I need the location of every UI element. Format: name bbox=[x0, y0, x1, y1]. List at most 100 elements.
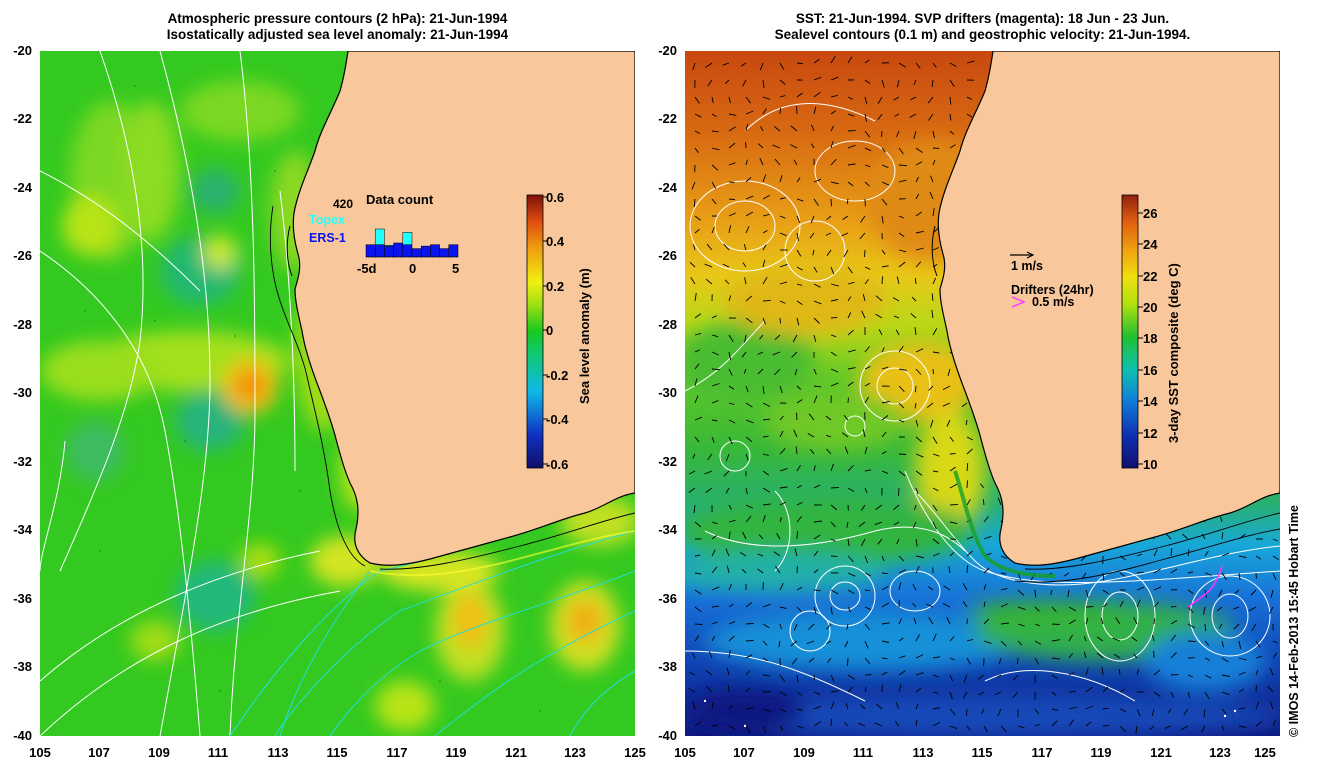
lat-label: -30 bbox=[658, 385, 677, 400]
sst-tick: 26 bbox=[1143, 206, 1158, 221]
sst-tick: 16 bbox=[1143, 363, 1158, 378]
lon-label: 117 bbox=[1031, 745, 1053, 760]
velocity-scale-label: 1 m/s bbox=[1011, 259, 1043, 273]
lon-label: 113 bbox=[267, 745, 289, 760]
lon-label: 125 bbox=[1254, 745, 1276, 760]
lon-label: 119 bbox=[1090, 745, 1112, 760]
lon-label: 115 bbox=[326, 745, 348, 760]
sla-tick: 0 bbox=[546, 323, 554, 338]
sla-tick: 0.2 bbox=[546, 279, 565, 294]
sea-level-anomaly-map[interactable]: Data count 420 Topex ERS-1 -5d 0 5 0.6 0… bbox=[40, 51, 635, 736]
lat-label: -34 bbox=[658, 522, 677, 537]
sla-tick: 0.6 bbox=[546, 190, 565, 205]
data-count-tick-neg5: -5d bbox=[357, 261, 377, 276]
lon-label: 115 bbox=[971, 745, 993, 760]
left-title-line2: Isostatically adjusted sea level anomaly… bbox=[166, 27, 509, 42]
sla-tick: -0.2 bbox=[546, 368, 569, 383]
land-australia bbox=[269, 51, 635, 577]
ers1-count-bar bbox=[384, 245, 394, 258]
sla-colorbar bbox=[526, 194, 548, 469]
lat-label: -36 bbox=[13, 591, 32, 606]
lat-label: -24 bbox=[658, 180, 677, 195]
lat-label: -24 bbox=[13, 180, 32, 195]
sst-tick: 18 bbox=[1143, 331, 1158, 346]
lon-label: 123 bbox=[1209, 745, 1231, 760]
sla-colorbar-label: Sea level anomaly (m) bbox=[577, 268, 592, 404]
ers1-count-bar bbox=[365, 244, 376, 258]
topex-count-bar bbox=[374, 228, 385, 245]
sla-tick: 0.4 bbox=[546, 234, 565, 249]
lat-label: -22 bbox=[658, 111, 677, 126]
sst-tick: 20 bbox=[1143, 300, 1158, 315]
topex-count-bar bbox=[402, 232, 413, 245]
ers1-count-bar bbox=[420, 245, 431, 258]
imos-credit: © IMOS 14-Feb-2013 15:45 Hobart Time bbox=[1287, 505, 1301, 737]
ers1-count-bar bbox=[393, 242, 404, 258]
lon-label: 123 bbox=[564, 745, 586, 760]
sla-tick: -0.4 bbox=[546, 412, 569, 427]
lat-label: -28 bbox=[13, 317, 32, 332]
lat-label: -22 bbox=[13, 111, 32, 126]
lon-label: 117 bbox=[386, 745, 408, 760]
left-title-line1: Atmospheric pressure contours (2 hPa): 2… bbox=[167, 11, 508, 26]
lat-label: -38 bbox=[13, 659, 32, 674]
lon-label: 121 bbox=[505, 745, 527, 760]
sealevel-contours bbox=[685, 103, 1280, 702]
lon-label: 119 bbox=[445, 745, 467, 760]
topex-count-bar bbox=[384, 244, 394, 247]
ers1-count-bar bbox=[402, 244, 413, 258]
lat-label: -26 bbox=[658, 248, 677, 263]
lon-label: 107 bbox=[88, 745, 110, 760]
right-title-line2: Sealevel contours (0.1 m) and geostrophi… bbox=[774, 27, 1191, 42]
lon-label: 113 bbox=[912, 745, 934, 760]
lat-label: -20 bbox=[13, 43, 32, 58]
right-title-line1: SST: 21-Jun-1994. SVP drifters (magenta)… bbox=[795, 11, 1170, 26]
sst-map[interactable]: 1 m/s Drifters (24hr) 0.5 m/s 26 24 22 2… bbox=[685, 51, 1280, 736]
drifter-tracks bbox=[1187, 565, 1223, 608]
lat-label: -36 bbox=[658, 591, 677, 606]
data-count-tick-0: 0 bbox=[409, 261, 417, 276]
lon-label: 125 bbox=[624, 745, 646, 760]
lon-label: 111 bbox=[207, 745, 229, 760]
lat-label: -20 bbox=[658, 43, 677, 58]
ers1-count-bar bbox=[439, 248, 450, 258]
lon-label: 111 bbox=[852, 745, 874, 760]
ers1-count-bar bbox=[411, 248, 422, 258]
data-count-tick-5: 5 bbox=[452, 261, 460, 276]
drifters-legend-title: Drifters (24hr) bbox=[1011, 283, 1094, 297]
lat-label: -32 bbox=[13, 454, 32, 469]
ers1-count-bar bbox=[430, 244, 440, 258]
lat-label: -28 bbox=[658, 317, 677, 332]
sst-tick: 24 bbox=[1143, 237, 1158, 252]
lon-label: 105 bbox=[674, 745, 696, 760]
lon-label: 107 bbox=[733, 745, 755, 760]
legend-drifter-arrow bbox=[1011, 296, 1026, 308]
drifter-speed-label: 0.5 m/s bbox=[1032, 295, 1075, 309]
ers1-count-bar bbox=[374, 244, 385, 258]
lon-label: 105 bbox=[29, 745, 51, 760]
lat-label: -40 bbox=[13, 728, 32, 743]
sst-colorbar-label: 3-day SST composite (deg C) bbox=[1166, 263, 1181, 443]
lat-label: -32 bbox=[658, 454, 677, 469]
sst-tick: 22 bbox=[1143, 269, 1158, 284]
lat-label: -34 bbox=[13, 522, 32, 537]
lat-label: -26 bbox=[13, 248, 32, 263]
data-count-max-label: 420 bbox=[333, 197, 354, 211]
data-count-inset bbox=[365, 228, 459, 258]
lat-label: -38 bbox=[658, 659, 677, 674]
sst-tick: 14 bbox=[1143, 394, 1158, 409]
sst-tick: 10 bbox=[1143, 457, 1158, 472]
sla-tick: -0.6 bbox=[546, 457, 569, 472]
ers1-label: ERS-1 bbox=[309, 231, 346, 245]
lon-label: 109 bbox=[793, 745, 815, 760]
lat-label: -30 bbox=[13, 385, 32, 400]
sst-tick: 12 bbox=[1143, 426, 1158, 441]
ers1-count-bar bbox=[448, 244, 459, 258]
land-australia bbox=[931, 51, 1280, 583]
sst-colorbar bbox=[1121, 194, 1143, 469]
left-panel-title: Atmospheric pressure contours (2 hPa): 2… bbox=[40, 11, 635, 43]
lat-label: -40 bbox=[658, 728, 677, 743]
data-count-title: Data count bbox=[366, 192, 434, 207]
right-panel-title: SST: 21-Jun-1994. SVP drifters (magenta)… bbox=[685, 11, 1280, 43]
lon-label: 109 bbox=[148, 745, 170, 760]
